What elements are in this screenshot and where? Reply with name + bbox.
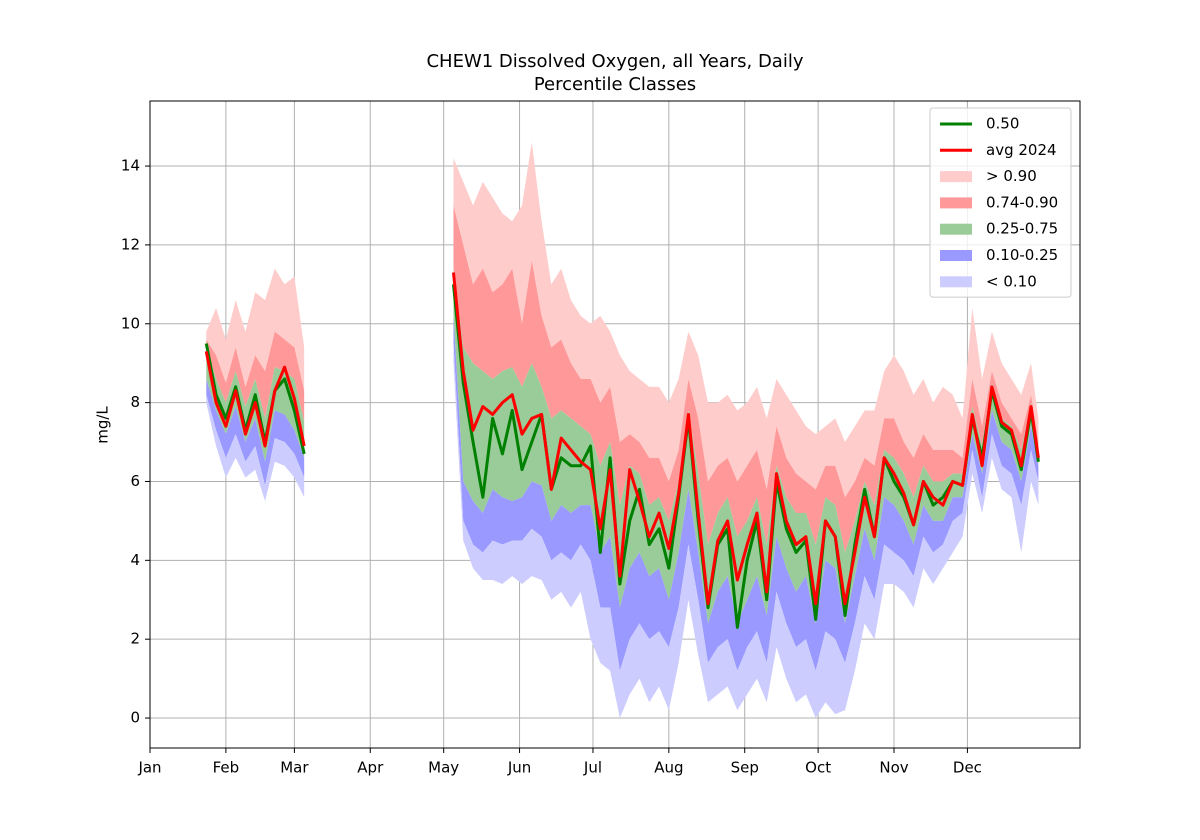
x-tick-label: Feb: [213, 759, 240, 777]
x-tick-label: Aug: [654, 759, 683, 777]
legend-label: 0.74-0.90: [986, 193, 1058, 211]
x-tick-label: Jan: [137, 759, 161, 777]
y-tick-label: 4: [130, 551, 140, 569]
legend-swatch: [940, 250, 972, 261]
legend-label: 0.10-0.25: [986, 246, 1058, 264]
legend-label: < 0.10: [986, 272, 1037, 290]
y-tick-label: 0: [130, 709, 140, 727]
y-tick-label: 14: [121, 157, 140, 175]
x-tick-label: Apr: [357, 759, 384, 777]
legend-swatch: [940, 171, 972, 183]
x-tick-label: Jun: [507, 759, 531, 777]
legend-box: [929, 107, 1072, 298]
chart-title: CHEW1 Dissolved Oxygen, all Years, Daily: [426, 51, 803, 72]
x-tick-label: Sep: [731, 759, 759, 777]
y-tick-label: 10: [121, 314, 140, 332]
y-tick-label: 8: [130, 393, 140, 411]
x-tick-label: Jul: [583, 759, 602, 777]
axes-frame: [149, 100, 1081, 749]
y-tick-label: 12: [121, 235, 140, 253]
x-tick-label: Dec: [953, 759, 982, 777]
legend-label: 0.50: [986, 115, 1019, 133]
y-axis-label: mg/L: [94, 406, 112, 444]
x-tick-label: May: [428, 759, 459, 777]
legend-label: > 0.90: [986, 167, 1037, 185]
band-area: [206, 268, 1039, 624]
plot-area: [149, 101, 1080, 748]
legend-swatch: [940, 223, 972, 235]
x-tick-label: Oct: [805, 759, 831, 777]
x-tick-label: Mar: [280, 759, 309, 777]
legend-label: avg 2024: [986, 141, 1057, 159]
legend-swatch: [940, 276, 972, 288]
y-tick-label: 6: [130, 472, 140, 490]
x-tick-label: Nov: [879, 759, 908, 777]
series-line: [204, 272, 1040, 606]
band-area: [206, 142, 1039, 498]
y-tick-label: 2: [130, 630, 140, 648]
band-area: [206, 205, 1039, 553]
legend-label: 0.25-0.75: [986, 220, 1058, 238]
legend-swatch: [940, 197, 972, 209]
chart-subtitle: Percentile Classes: [534, 74, 696, 95]
band-area: [206, 315, 1039, 671]
